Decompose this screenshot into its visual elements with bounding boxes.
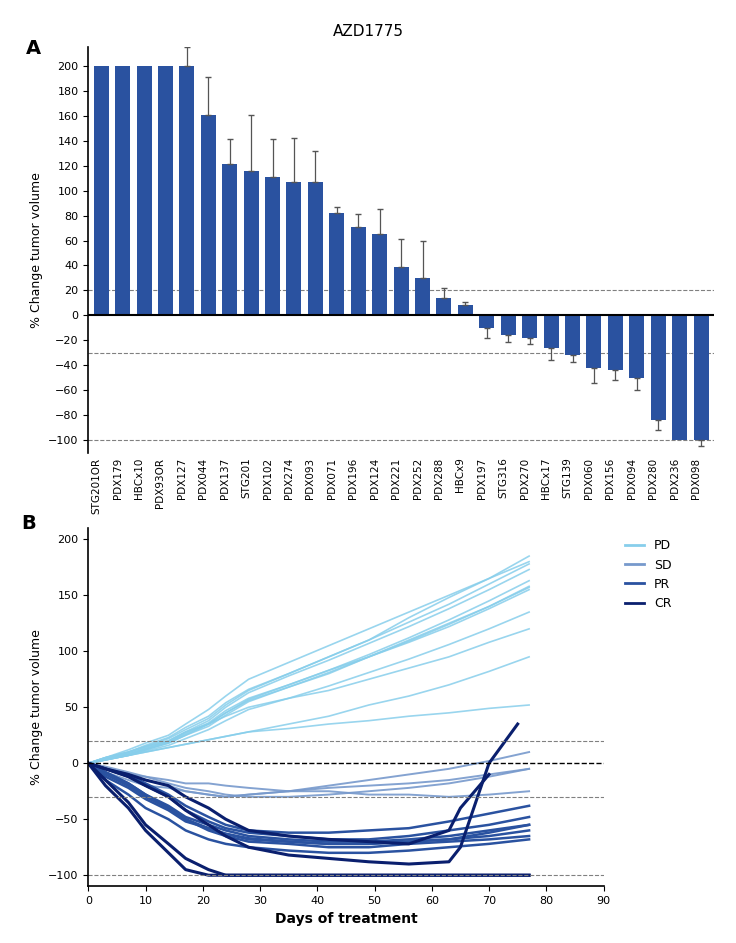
Bar xyxy=(244,171,258,315)
Bar xyxy=(672,315,687,440)
Bar xyxy=(201,114,216,315)
Bar xyxy=(565,315,580,356)
Bar xyxy=(629,315,644,378)
Bar xyxy=(608,315,623,371)
Text: AZD1775: AZD1775 xyxy=(333,24,403,39)
Text: B: B xyxy=(21,514,36,533)
Bar xyxy=(265,177,280,315)
Bar xyxy=(544,315,559,348)
Bar xyxy=(136,66,152,315)
Bar xyxy=(115,66,130,315)
Bar xyxy=(93,66,109,315)
Bar xyxy=(436,298,451,315)
Bar xyxy=(329,213,344,315)
Text: A: A xyxy=(26,39,41,58)
Bar xyxy=(587,315,601,368)
Bar xyxy=(693,315,709,440)
Bar xyxy=(222,164,237,315)
Bar xyxy=(415,278,430,315)
Bar xyxy=(351,227,366,315)
X-axis label: Days of treatment: Days of treatment xyxy=(275,912,417,926)
Bar xyxy=(458,306,473,315)
Bar xyxy=(500,315,516,336)
Bar xyxy=(180,66,194,315)
Y-axis label: % Change tumor volume: % Change tumor volume xyxy=(29,172,43,328)
Bar xyxy=(522,315,537,338)
Bar xyxy=(308,182,323,315)
Legend: PD, SD, PR, CR: PD, SD, PR, CR xyxy=(620,535,676,615)
Bar xyxy=(479,315,495,328)
Bar xyxy=(286,182,302,315)
Bar xyxy=(372,234,387,315)
Bar xyxy=(158,66,173,315)
Y-axis label: % Change tumor volume: % Change tumor volume xyxy=(29,629,43,786)
Bar xyxy=(394,267,408,315)
Bar xyxy=(651,315,666,421)
